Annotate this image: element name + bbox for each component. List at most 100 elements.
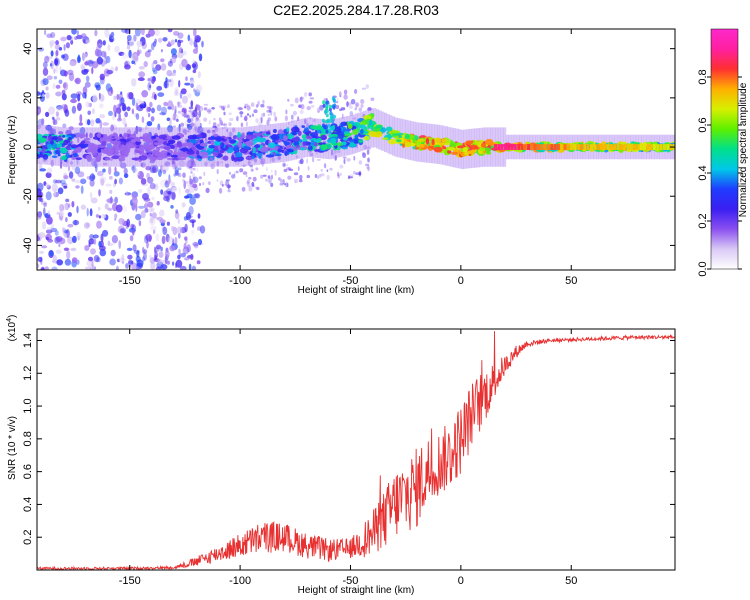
spectrogram-cell [157, 258, 163, 265]
spectrogram-cell [360, 104, 364, 108]
spectrogram-cell [195, 134, 203, 138]
spectrogram-cell [304, 118, 307, 125]
spectrogram-cell [173, 117, 176, 120]
spectrogram-cell [244, 115, 248, 122]
spectrogram-cell [55, 149, 61, 155]
spectrogram-cell [374, 131, 383, 138]
spectrogram-cell [38, 250, 45, 254]
spectrogram-cell [47, 238, 54, 243]
spectrogram-cell [188, 186, 195, 194]
spectrogram-cell [250, 168, 254, 172]
spectrogram-cell [95, 84, 101, 91]
spectrogram-cell [151, 62, 155, 69]
spectrogram-cell [108, 110, 113, 116]
spectrogram-cell [151, 78, 155, 85]
spectrogram-cell [140, 162, 146, 168]
spectrogram-cell [96, 56, 104, 65]
spectrogram-cell [190, 83, 194, 88]
spectrogram-cell [175, 89, 178, 96]
spectrogram-cell [99, 103, 104, 109]
spectrogram-cell [329, 111, 333, 116]
spectrogram-cell [175, 209, 179, 214]
spectrogram-cell [343, 89, 348, 95]
spectrogram-cell [99, 114, 106, 119]
spectrogram-cell [161, 106, 167, 116]
spectrogram-cell [362, 152, 367, 158]
spectrogram-cell [132, 164, 136, 174]
spectrogram-cell [204, 161, 208, 167]
spectrogram-cell [61, 103, 68, 110]
spectrogram-cell [153, 142, 161, 146]
spectrogram-cell [158, 37, 163, 43]
spectrogram-cell [236, 115, 239, 122]
spectrogram-cell [172, 261, 175, 266]
spectrogram-cell [178, 248, 181, 254]
spectrogram-cell [207, 181, 211, 186]
snr-y-multiplier: (x104) [6, 315, 18, 342]
spectrogram-cell [169, 245, 176, 252]
spectrogram-cell [360, 99, 365, 104]
spectrogram-cell [260, 159, 263, 165]
spectrogram-cell [145, 233, 153, 242]
spectrogram-cell [58, 243, 61, 248]
spectrogram-cell [255, 137, 265, 143]
spectrogram-cell [158, 134, 167, 140]
spectrogram-cell [89, 175, 92, 181]
spectrogram-cell [109, 175, 113, 180]
spectrogram-cell [254, 158, 257, 164]
spectrogram-cell [195, 150, 200, 155]
spectrogram-cell [54, 230, 59, 236]
spectrogram-cell [646, 144, 650, 150]
spectrogram-cell [165, 233, 170, 243]
spectrogram-cell [93, 238, 97, 245]
spectrogram-cell [231, 127, 236, 133]
spectrogram-cell [336, 150, 341, 154]
spectrogram-cell [71, 29, 77, 35]
spectrogram-cell [192, 160, 196, 165]
spectrogram-cell [231, 174, 236, 179]
spectrogram-cell [181, 58, 188, 68]
spectrogram-cell [135, 266, 139, 270]
spectrogram-cell [368, 109, 372, 149]
spectrogram-cell [320, 173, 325, 177]
spectrogram-cell [316, 107, 320, 113]
spectrogram-cell [260, 113, 264, 119]
spectrogram-cell [220, 142, 225, 149]
spectrogram-cell [173, 31, 180, 36]
spectrogram-cell [209, 160, 215, 166]
spectrogram-cell [447, 146, 456, 151]
spectrogram-cell [392, 130, 401, 134]
spectrogram-cell [56, 105, 63, 110]
spectrogram-cell [50, 227, 58, 233]
spectrogram-cell [309, 97, 315, 100]
spectrogram-cell [110, 31, 115, 37]
spectrogram-cell [52, 136, 59, 141]
spectrogram-cell [219, 120, 223, 125]
spectrogram-cell [339, 172, 342, 176]
spectrogram-cell [82, 92, 87, 99]
spectrogram-cell [310, 104, 315, 108]
spectrogram-cell [126, 106, 131, 112]
spectrogram-cell [37, 211, 43, 218]
spectrogram-cell [158, 169, 162, 178]
spectrogram-cell [191, 146, 196, 151]
spectrogram-cell [337, 171, 340, 177]
spectrogram-cell [119, 228, 125, 234]
spectrogram-cell [178, 167, 182, 171]
spectrogram-cell [63, 139, 69, 146]
spectrogram-cell [100, 178, 105, 186]
spectrogram-cell [71, 165, 76, 171]
spectrogram-cell [181, 147, 189, 153]
spectrogram-cell [126, 247, 133, 251]
spectrogram-cell [626, 144, 630, 150]
spectrogram-cell [37, 182, 44, 192]
spectrogram-cell [110, 124, 114, 132]
spectrogram-cell [206, 127, 210, 167]
spectrogram-cell [83, 39, 86, 44]
spectrogram-cell [193, 29, 197, 37]
spectrogram-cell [299, 158, 304, 165]
spectrogram-cell [192, 193, 200, 199]
spectrogram-cell [63, 185, 68, 189]
spectrogram-cell [396, 139, 402, 143]
spectrogram-cell [235, 170, 239, 174]
